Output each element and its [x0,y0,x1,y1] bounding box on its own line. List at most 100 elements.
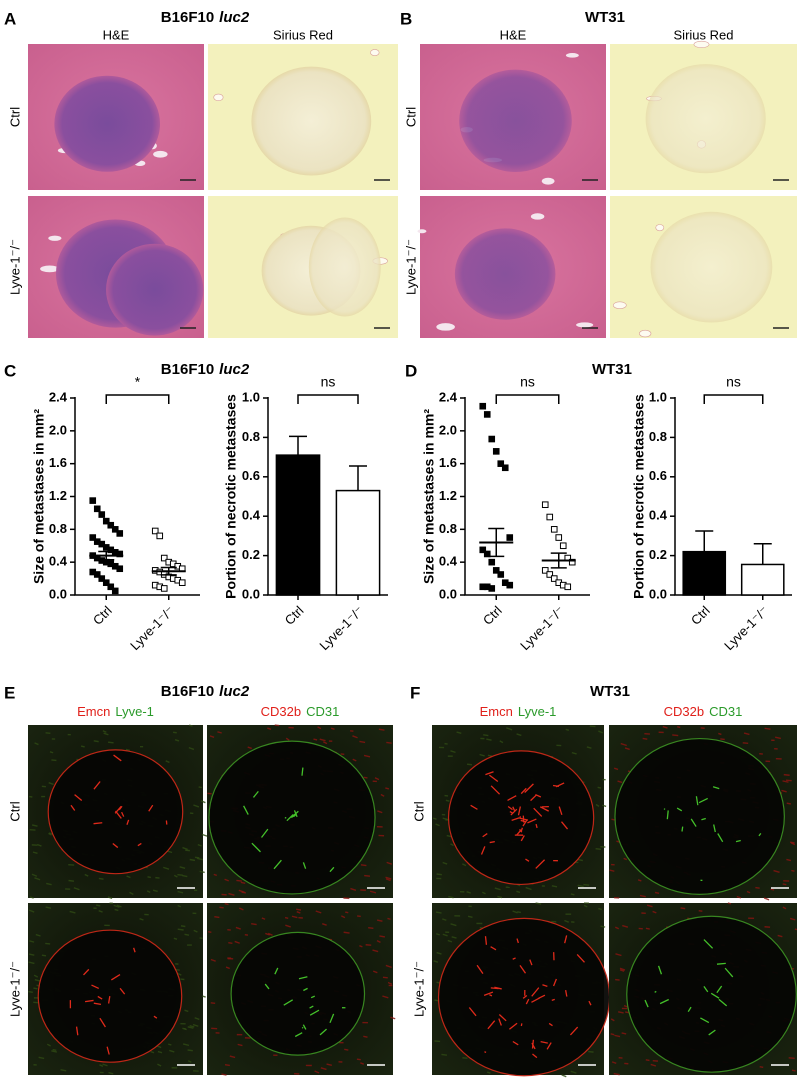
cell [352,735,358,739]
row-label: Lyve-1⁻/⁻ [7,961,22,1017]
cell [240,881,246,884]
vessel [487,1020,496,1030]
cell [623,857,628,861]
data-point [107,583,115,591]
y-tick-label: 0.0 [649,586,667,601]
panel-letter: E [4,683,15,702]
cell [187,1049,193,1052]
data-point [506,534,514,541]
vessel [519,816,522,818]
column-header-part: CD31 [709,704,742,719]
vessel [657,965,663,975]
cell [551,885,558,888]
cell [99,1064,104,1067]
cell [199,870,205,874]
cell [184,1009,189,1013]
cell [150,1050,155,1054]
cell [363,776,368,779]
cell [577,884,584,888]
cell [45,942,51,945]
cell [193,804,200,808]
vessel [153,1015,158,1019]
cell [49,751,54,754]
cell [32,851,38,855]
column-header: H&E [500,27,527,42]
y-tick-label: 2.4 [49,389,68,404]
row-label: Lyve-1⁻/⁻ [7,239,22,295]
data-point [555,534,563,541]
cell [29,940,35,943]
vessel [107,996,111,1004]
cell [571,751,577,755]
cell [786,802,792,805]
cell [676,725,681,729]
cell [291,915,298,919]
cell [783,773,790,776]
cell [610,1033,615,1036]
vessel [286,814,294,822]
cell [466,891,471,894]
vessel [531,987,540,997]
vessel [498,1018,502,1026]
vessel [511,817,520,822]
data-point [564,583,572,591]
vessel [417,229,427,234]
cell [442,817,449,821]
cell [108,1071,114,1075]
vessel [735,839,741,843]
cell [360,864,367,867]
vessel [301,1026,304,1029]
vessel [693,40,710,49]
vessel [251,842,261,853]
vessel [126,819,130,825]
vessel [516,938,519,944]
cell [284,916,289,919]
cell [73,887,80,891]
cell [193,929,198,933]
cell [139,918,144,921]
metastasis [106,243,204,336]
cell [113,904,120,908]
vessel [93,1002,102,1006]
vessel [531,1042,536,1050]
vessel [716,962,726,965]
data-point [497,460,505,467]
data-point [559,542,567,550]
cell [442,933,448,937]
vessel [659,998,670,1005]
cell [93,740,99,743]
vessel [488,774,499,782]
cell [583,883,590,886]
cell [29,896,34,899]
row-label: Lyve-1⁻/⁻ [411,961,426,1017]
cell [782,883,787,886]
data-point [550,526,558,533]
vessel [148,804,154,812]
significance-label: ns [321,374,336,390]
row-label: Lyve-1⁻/⁻ [403,239,418,295]
significance-bracket [495,394,560,404]
vessel [525,858,530,862]
vessel [483,991,494,996]
cell [467,915,473,918]
vessel [654,990,657,993]
cell [516,733,522,737]
metastasis [454,228,556,320]
data-point [116,550,124,558]
cell [619,967,626,971]
cell [570,1070,577,1074]
y-tick-label: 2.4 [439,389,458,404]
vessel [74,794,83,802]
cell [182,846,188,851]
data-point [89,497,97,504]
x-tick-label: Lyve-1⁻/⁻ [316,603,366,653]
vessel [91,984,100,990]
column-header-part: Emcn [77,704,110,719]
cell [34,877,41,881]
cell [755,886,760,889]
vessel [531,997,540,1003]
metastasis [447,750,595,886]
column-header-part: CD32b [261,704,301,719]
cell [450,750,456,754]
panel-title: B16F10 luc2 [161,683,250,700]
